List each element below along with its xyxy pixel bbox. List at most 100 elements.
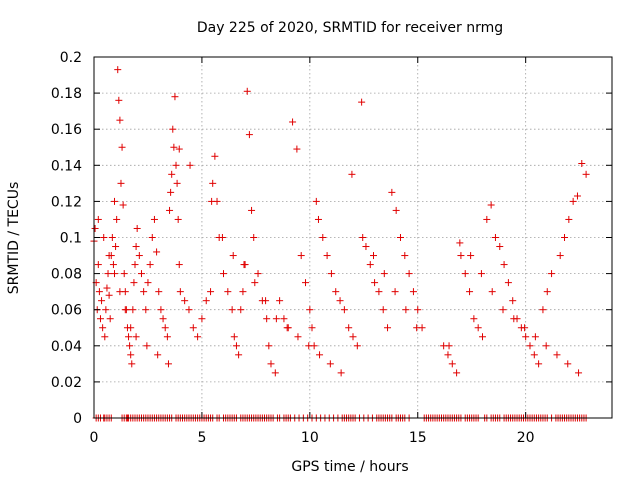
data-point xyxy=(166,206,174,214)
data-point xyxy=(461,270,469,278)
data-point xyxy=(578,159,586,167)
data-point xyxy=(170,143,178,151)
data-point xyxy=(132,243,140,251)
y-tick-label: 0.1 xyxy=(60,231,82,247)
data-point xyxy=(113,215,121,223)
grid-layer xyxy=(94,57,612,418)
data-point xyxy=(327,270,335,278)
data-point xyxy=(111,197,119,205)
data-point xyxy=(101,333,109,341)
y-tick-label: 0.12 xyxy=(51,194,82,210)
y-tick-label: 0.14 xyxy=(51,158,82,174)
data-point xyxy=(106,315,114,323)
data-point xyxy=(340,306,348,314)
data-point xyxy=(305,342,313,350)
data-point xyxy=(575,369,583,377)
data-point xyxy=(297,252,305,260)
data-point xyxy=(243,87,251,95)
tick-labels: 0 0.02 0.04 0.06 0.08 0.1 0.12 0.14 0.16 0.18 0.2 0… xyxy=(51,50,535,446)
data-point xyxy=(293,145,301,153)
data-point xyxy=(186,161,194,169)
data-point xyxy=(348,170,356,178)
data-point xyxy=(582,170,590,178)
data-point xyxy=(345,324,353,332)
data-points xyxy=(90,66,590,422)
data-point xyxy=(308,324,316,332)
data-point xyxy=(276,297,284,305)
data-point xyxy=(111,270,119,278)
data-point xyxy=(565,215,573,223)
data-point xyxy=(114,66,122,74)
y-tick-label: 0.08 xyxy=(51,267,82,283)
data-point xyxy=(294,333,302,341)
data-point xyxy=(125,333,133,341)
data-point xyxy=(553,351,561,359)
data-point xyxy=(239,288,247,296)
data-point xyxy=(467,252,475,260)
data-point xyxy=(488,288,496,296)
data-point xyxy=(504,279,512,287)
data-point xyxy=(91,224,99,232)
data-point xyxy=(181,297,189,305)
data-point xyxy=(375,288,383,296)
data-point xyxy=(396,234,404,241)
x-tick-label: 15 xyxy=(409,430,427,446)
data-point xyxy=(146,261,154,269)
data-point xyxy=(535,360,543,368)
data-point xyxy=(362,243,370,251)
data-point xyxy=(531,333,539,341)
y-axis-label: SRMTID / TECUs xyxy=(6,182,22,295)
data-point xyxy=(267,360,275,368)
data-point xyxy=(118,143,126,151)
data-point xyxy=(522,333,530,341)
data-point xyxy=(336,297,344,305)
data-point xyxy=(280,315,288,323)
data-point xyxy=(164,360,172,368)
data-point xyxy=(388,188,396,196)
data-point xyxy=(224,288,232,296)
data-point xyxy=(194,333,202,341)
data-point xyxy=(564,360,572,368)
data-point xyxy=(103,284,111,292)
data-point xyxy=(102,306,110,314)
data-point xyxy=(573,192,581,200)
data-point xyxy=(539,306,547,314)
data-point xyxy=(126,342,134,350)
data-point xyxy=(127,324,135,332)
data-point xyxy=(353,342,361,350)
data-point xyxy=(153,248,161,256)
data-point xyxy=(94,261,102,269)
data-point xyxy=(148,234,156,241)
data-point xyxy=(405,270,413,278)
data-point xyxy=(254,270,262,278)
data-point xyxy=(409,288,417,296)
data-point xyxy=(218,234,226,241)
data-point xyxy=(542,342,550,350)
data-point xyxy=(272,315,280,323)
data-point xyxy=(445,342,453,350)
data-point xyxy=(349,333,357,341)
y-tick-label: 0.06 xyxy=(51,303,82,319)
data-point xyxy=(173,179,181,187)
data-point xyxy=(232,342,240,350)
data-point xyxy=(379,306,387,314)
data-point xyxy=(561,234,569,241)
data-point xyxy=(167,188,175,196)
data-point xyxy=(401,252,409,260)
data-point xyxy=(384,324,392,332)
data-point xyxy=(483,215,491,223)
data-point xyxy=(479,333,486,341)
data-point xyxy=(137,270,145,278)
data-point xyxy=(402,306,410,314)
data-point xyxy=(457,252,465,260)
data-point xyxy=(319,234,327,241)
data-point xyxy=(496,243,504,251)
data-point xyxy=(189,324,197,332)
data-point xyxy=(229,252,237,260)
data-point xyxy=(487,201,495,209)
data-point xyxy=(108,234,116,241)
data-point xyxy=(271,369,279,377)
data-point xyxy=(414,306,422,314)
y-tick-label: 0.16 xyxy=(51,122,82,138)
data-point xyxy=(95,288,103,296)
